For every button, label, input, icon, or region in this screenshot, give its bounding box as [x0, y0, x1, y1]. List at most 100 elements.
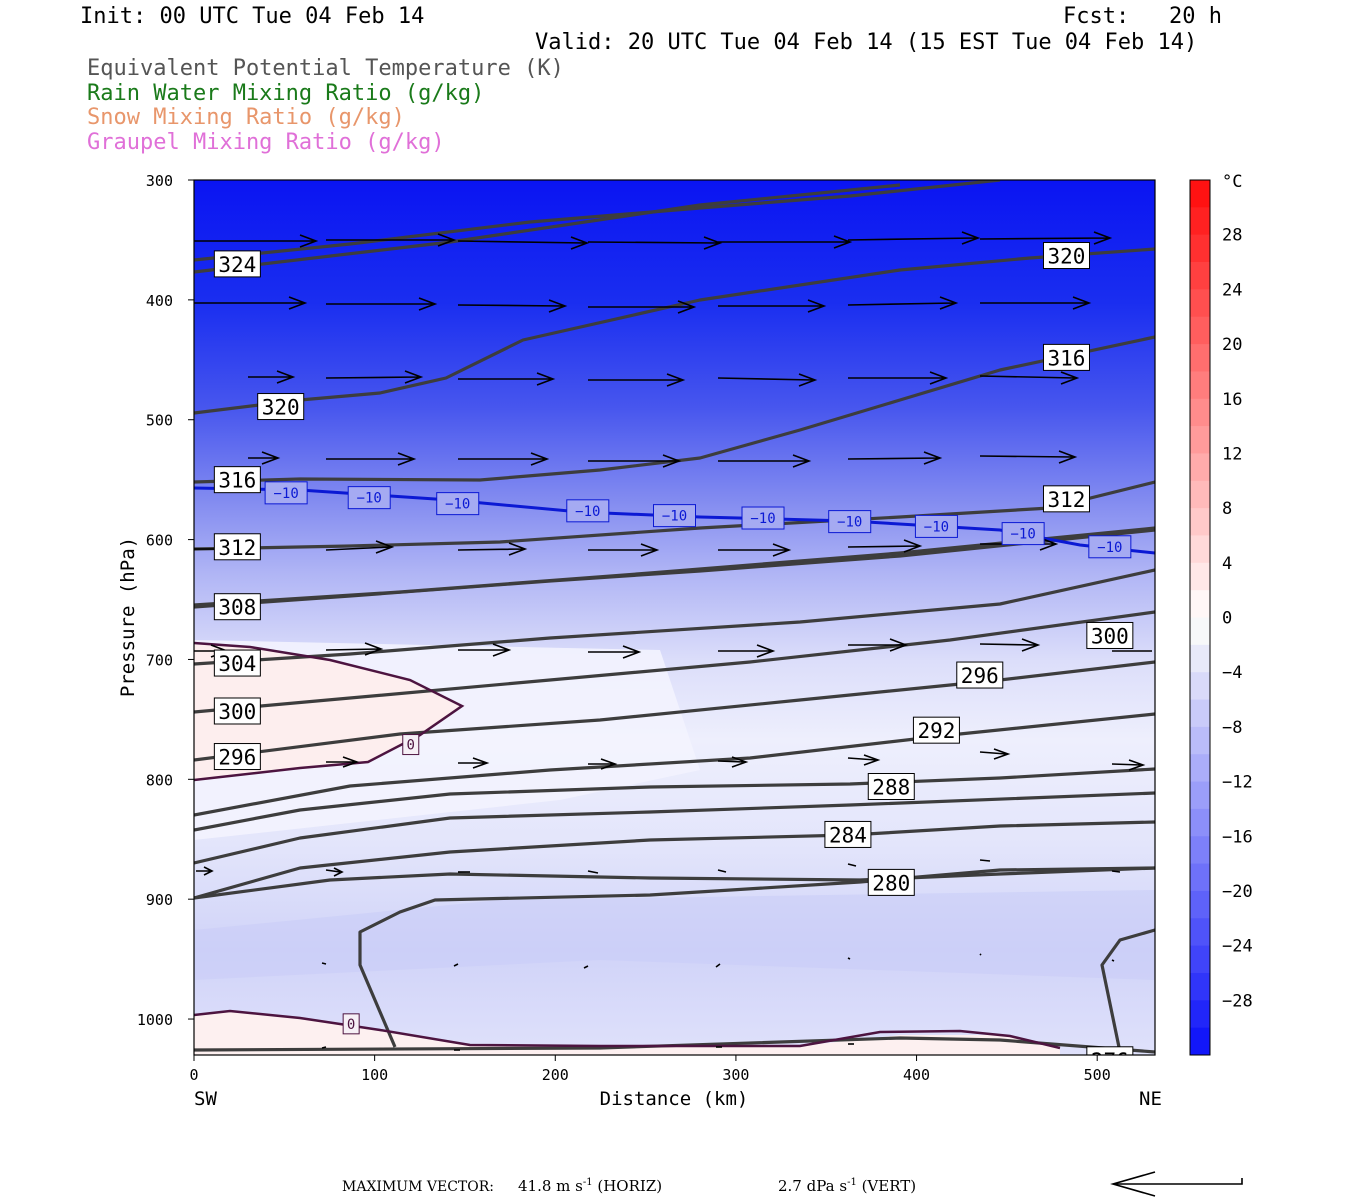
legend-theta-e: Equivalent Potential Temperature (K) — [87, 56, 564, 81]
temp-label: −10 — [273, 486, 298, 502]
y-axis: 300 400 500 600 700 800 900 1000 — [137, 172, 194, 1029]
y-tick-label: 700 — [146, 651, 173, 669]
temp-label-box — [342, 1013, 360, 1035]
wind-vector-row — [248, 450, 1078, 468]
init-time: Init: 00 UTC Tue 04 Feb 14 — [80, 4, 425, 29]
colorbar-tick-label: −4 — [1222, 663, 1242, 683]
y-tick-label: 400 — [146, 292, 173, 310]
theta-e-label-box — [213, 649, 261, 677]
colorbar-tick-label: 8 — [1222, 499, 1232, 519]
theta-e-label-box — [1086, 1046, 1134, 1055]
x-tick-label: 100 — [361, 1066, 388, 1084]
theta-e-label-box — [956, 661, 1004, 689]
theta-e-line — [358, 866, 1155, 1048]
temp-label-box — [741, 506, 785, 530]
theta-e-label: 316 — [1048, 346, 1086, 370]
theta-e-line — [194, 568, 1155, 666]
theta-e-label: 320 — [262, 396, 300, 420]
ne-label: NE — [1139, 1088, 1162, 1110]
colorbar-tick-label: −12 — [1222, 773, 1253, 793]
x-tick-label: 0 — [189, 1066, 198, 1084]
theta-e-label-box — [213, 697, 261, 725]
colorbar-segment — [1190, 672, 1210, 701]
colorbar-segment — [1190, 972, 1210, 1001]
theta-e-line — [194, 247, 1155, 415]
colorbar-tick-label: 24 — [1222, 280, 1242, 300]
theta-e-line — [194, 335, 1155, 484]
x-tick-label: 200 — [542, 1066, 569, 1084]
colorbar-segment — [1190, 316, 1210, 345]
legend-rain: Rain Water Mixing Ratio (g/kg) — [87, 81, 485, 106]
colorbar-segment — [1190, 453, 1210, 482]
theta-e-label: 324 — [218, 253, 256, 277]
temp-label-box — [264, 481, 308, 505]
wind-vector-row — [194, 638, 1152, 659]
colorbar-tick-label: 28 — [1222, 226, 1242, 246]
temp-label-box — [1001, 522, 1045, 546]
colorbar-tick-label: 20 — [1222, 335, 1242, 355]
colorbar-segment — [1190, 508, 1210, 536]
colorbar-unit: °C — [1222, 172, 1242, 192]
temp-label-box — [347, 486, 391, 510]
x-tick-label: 300 — [722, 1066, 749, 1084]
theta-e-label: 284 — [829, 823, 867, 847]
wind-vectors — [194, 231, 1152, 1051]
theta-e-line — [194, 660, 1155, 762]
colorbar-segment — [1190, 836, 1210, 865]
temp-region-mid — [194, 890, 1155, 980]
theta-e-label-box — [1042, 242, 1090, 270]
wind-vector-row — [194, 231, 1113, 250]
warm-surface-layer — [194, 1011, 1060, 1055]
theta-e-label: 304 — [218, 652, 256, 676]
theta-e-label-box — [1086, 621, 1134, 649]
theta-e-label: 312 — [218, 536, 256, 560]
colorbar-segment — [1190, 289, 1210, 318]
colorbar-segment — [1190, 699, 1210, 728]
colorbar-frame — [1189, 179, 1211, 1056]
theta-e-label: 300 — [218, 700, 256, 724]
colorbar-segment — [1190, 590, 1210, 618]
theta-e-line — [1100, 928, 1155, 1053]
theta-e-label: 296 — [961, 664, 999, 688]
colorbar-segment — [1190, 945, 1210, 974]
y-axis-label: Pressure (hPa) — [117, 537, 139, 697]
sw-label: SW — [194, 1088, 217, 1110]
theta-e-contours — [194, 180, 1155, 1054]
x-tick-label: 500 — [1084, 1066, 1111, 1084]
colorbar-segment — [1190, 890, 1210, 919]
wind-vector-row — [326, 748, 1146, 771]
temp-label: −10 — [357, 491, 382, 507]
theta-e-label-box — [1042, 485, 1090, 513]
temp-label: −10 — [924, 519, 949, 535]
y-tick-label: 500 — [146, 412, 173, 430]
temp-label: −10 — [575, 504, 600, 520]
theta-e-label: 280 — [872, 871, 910, 895]
theta-e-label-box — [213, 250, 261, 278]
temp-label-box — [1088, 535, 1132, 559]
theta-e-line — [194, 866, 1155, 900]
colorbar-segment — [1190, 398, 1210, 427]
colorbar-tick-label: −20 — [1222, 882, 1253, 902]
temp-label-box — [828, 510, 872, 534]
max-vector-horiz: 41.8 m s-1 (HORIZ) — [518, 1177, 662, 1195]
zero-degree-contours — [194, 641, 1061, 1050]
temp-label-box — [402, 734, 420, 756]
colorbar-segment — [1190, 754, 1210, 783]
colorbar-tick-label: −28 — [1222, 991, 1253, 1011]
theta-e-label-box — [257, 393, 305, 421]
colorbar-segment — [1190, 644, 1210, 673]
theta-e-label: 296 — [218, 746, 256, 770]
max-vector-vert: 2.7 dPa s-1 (VERT) — [778, 1177, 916, 1195]
theta-e-label: 300 — [1091, 624, 1129, 648]
max-vector-label: MAXIMUM VECTOR: — [342, 1179, 494, 1195]
theta-e-label-box — [1042, 343, 1090, 371]
colorbar-tick-label: 0 — [1222, 609, 1232, 629]
theta-e-label: 320 — [1048, 245, 1086, 269]
wind-vector-row — [321, 953, 1115, 969]
temp-label-box — [566, 499, 610, 523]
colorbar-segment — [1190, 808, 1210, 837]
temp-label-box — [914, 514, 958, 538]
x-tick-label: 400 — [903, 1066, 930, 1084]
x-axis-label: Distance (km) — [600, 1088, 749, 1110]
temp-label: 0 — [347, 1017, 355, 1033]
